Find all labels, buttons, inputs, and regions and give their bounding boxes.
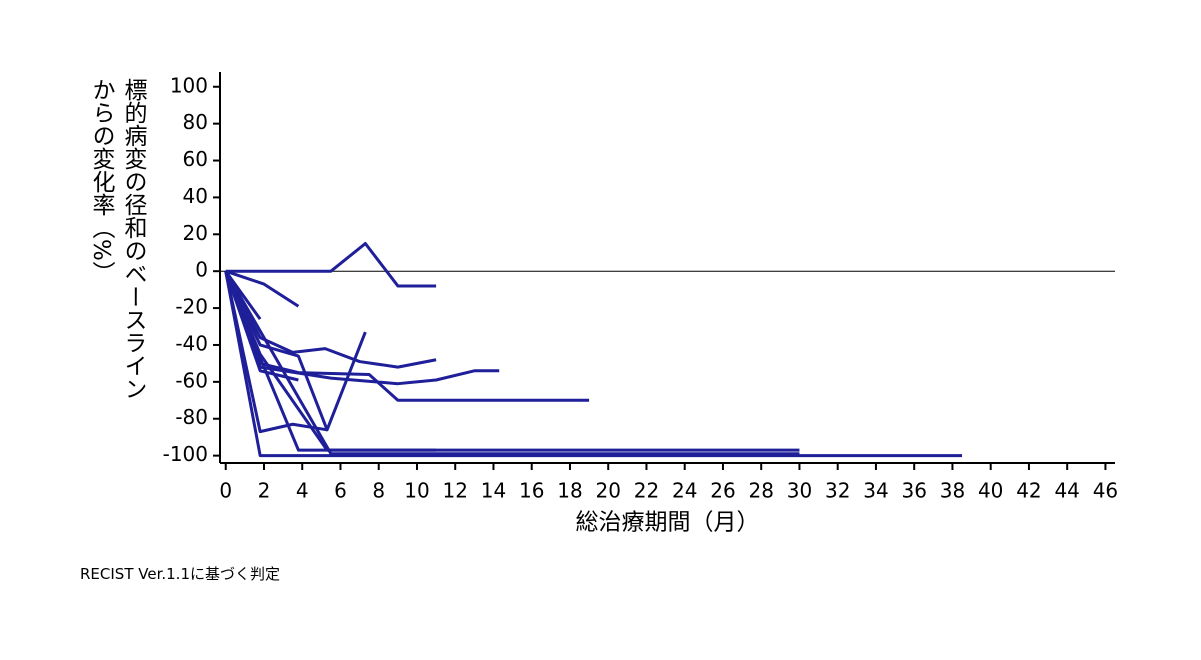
y-tick-label: -20 [175,295,208,319]
x-tick-label: 14 [481,479,506,503]
series-line [224,270,367,432]
series-line [224,270,437,452]
y-tick-label: 40 [183,184,208,208]
y-tick-label: 0 [195,258,208,282]
x-tick-label: 36 [901,479,926,503]
x-tick-label: 0 [219,479,232,503]
series-line [224,270,500,386]
x-tick-label: 42 [1016,479,1041,503]
x-tick-label: 18 [557,479,582,503]
x-tick-label: 10 [404,479,429,503]
x-tick-label: 6 [334,479,347,503]
y-tick-label: 60 [183,147,208,171]
x-tick-label: 30 [787,479,812,503]
x-tick-label: 28 [748,479,773,503]
x-tick-label: 16 [519,479,544,503]
x-axis-label: 総治療期間（月） [576,510,760,536]
y-axis-label: からの変化率（%） [88,78,114,284]
x-tick-label: 12 [442,479,467,503]
x-tick-label: 40 [978,479,1003,503]
y-tick-label: 80 [183,110,208,134]
series-line [225,242,437,288]
x-tick-label: 22 [634,479,659,503]
series-line [225,269,300,308]
y-tick-label: 20 [183,221,208,245]
y-tick-label: -80 [175,405,208,429]
y-tick-label: -60 [175,368,208,392]
series-line [224,270,437,369]
x-tick-label: 2 [258,479,271,503]
y-axis-label: 標的病変の径和のベースライン [120,78,146,400]
x-tick-label: 24 [672,479,697,503]
x-tick-label: 38 [940,479,965,503]
series-line [224,270,800,456]
x-tick-label: 8 [372,479,385,503]
x-tick-label: 46 [1093,479,1118,503]
y-tick-label: -40 [175,331,208,355]
x-tick-label: 26 [710,479,735,503]
x-tick-label: 32 [825,479,850,503]
x-tick-label: 20 [595,479,620,503]
series-line [224,270,963,458]
x-tick-label: 4 [296,479,309,503]
y-tick-label: -100 [163,442,208,466]
footnote: RECIST Ver.1.1に基づく判定 [80,565,280,583]
y-tick-label: 100 [170,73,208,97]
x-tick-label: 34 [863,479,888,503]
x-tick-label: 44 [1054,479,1079,503]
